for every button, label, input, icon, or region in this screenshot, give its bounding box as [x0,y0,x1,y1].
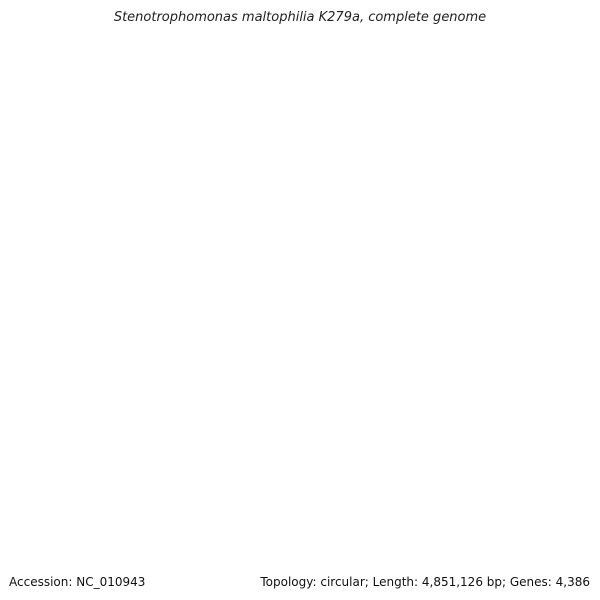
genome-stats-label: Topology: circular; Length: 4,851,126 bp… [260,575,590,589]
map-title: Stenotrophomonas maltophilia K279a, comp… [113,10,487,25]
accession-label: Accession: NC_010943 [9,575,146,589]
